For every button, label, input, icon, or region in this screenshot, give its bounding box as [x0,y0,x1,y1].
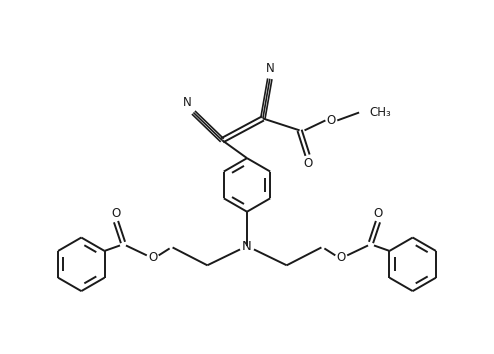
Text: CH₃: CH₃ [369,106,391,119]
Text: O: O [327,114,336,127]
Text: N: N [242,240,252,253]
Text: O: O [336,251,346,264]
Text: O: O [303,156,312,170]
Text: O: O [373,207,382,220]
Text: N: N [265,62,274,75]
Text: O: O [112,207,121,220]
Text: O: O [148,251,158,264]
Text: N: N [183,96,192,109]
